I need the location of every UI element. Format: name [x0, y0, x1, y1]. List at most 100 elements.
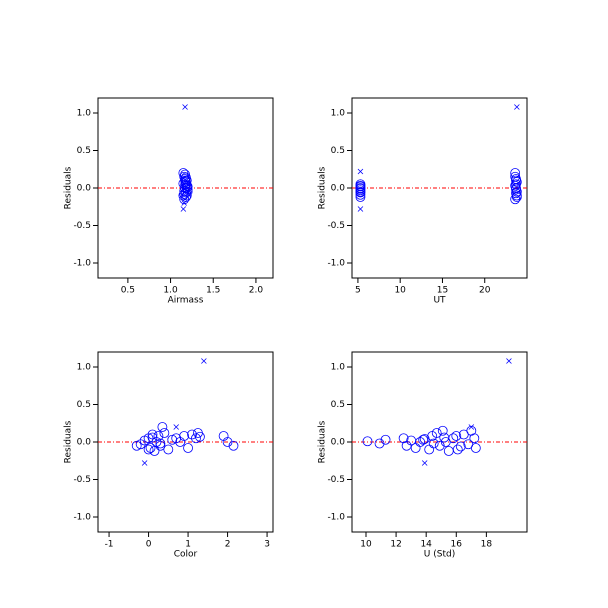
circle-marker: [431, 428, 442, 438]
circle-marker: [180, 183, 190, 193]
circle-marker: [419, 434, 430, 444]
circle-marker: [155, 438, 166, 449]
circle-marker: [183, 443, 193, 453]
circle-marker: [451, 431, 462, 441]
cross-marker: [421, 460, 428, 466]
circle-marker: [511, 184, 521, 195]
circle-marker: [181, 187, 191, 198]
x-tick-label: 1.0: [163, 286, 178, 296]
x-tick-label: 20: [479, 286, 491, 296]
subplot: 0.5 1.0 1.5 2.0 1.0 0.5 0.0 -0.5 -1.0 Airmass Resi…: [64, 97, 274, 306]
y-axis-label: Residuals: [318, 166, 328, 209]
x-tick-label: 14: [420, 540, 432, 550]
circle-marker: [469, 433, 480, 444]
x-tick-label: 10: [360, 540, 372, 550]
y-tick-label: 0.5: [77, 400, 91, 410]
circle-marker: [195, 431, 205, 442]
circle-marker: [443, 446, 454, 456]
x-axis-label: Airmass: [168, 296, 204, 306]
y-tick-label: -1.0: [327, 259, 345, 269]
circle-marker: [135, 439, 146, 450]
x-tick-label: 3: [264, 540, 270, 550]
y-tick-label: 0.0: [331, 184, 346, 194]
y-tick-label: -0.5: [327, 221, 345, 231]
circle-marker: [452, 444, 463, 455]
circle-marker: [511, 188, 521, 199]
x-tick-label: 10: [394, 286, 406, 296]
y-tick-label: 1.0: [331, 109, 346, 119]
y-tick-label: 0.0: [331, 438, 346, 448]
x-tick-label: 16: [451, 540, 463, 550]
y-tick-label: 1.0: [77, 109, 92, 119]
subplot: 5 10 15 20 1.0 0.5 0.0 -0.5 -1.0 UT Residuals: [318, 97, 528, 306]
circle-marker: [187, 429, 197, 440]
circle-marker: [362, 436, 373, 447]
cross-marker: [180, 206, 187, 212]
y-tick-label: -0.5: [73, 475, 91, 485]
circle-marker: [398, 433, 409, 444]
circle-marker: [155, 440, 166, 451]
circle-marker: [167, 434, 178, 445]
x-tick-label: 0: [146, 540, 152, 550]
circle-marker: [510, 180, 521, 191]
circle-marker: [466, 425, 477, 436]
circle-marker: [455, 441, 466, 452]
circle-marker: [410, 443, 421, 453]
cross-marker: [201, 358, 207, 364]
circle-marker: [511, 186, 522, 197]
circle-marker: [355, 183, 366, 194]
circle-marker: [181, 172, 191, 183]
circle-marker: [355, 186, 366, 197]
y-axis-label: Residuals: [64, 166, 74, 209]
y-tick-label: -0.5: [73, 221, 91, 231]
circle-marker: [380, 434, 391, 445]
x-tick-label: 2: [225, 540, 231, 550]
y-axis-label: Residuals: [64, 420, 74, 463]
x-tick-label: 18: [481, 540, 493, 550]
circle-marker: [149, 446, 160, 456]
x-axis-label: Color: [174, 550, 198, 560]
circle-marker: [191, 433, 201, 444]
circle-marker: [131, 440, 142, 451]
subplot: -1 0 1 2 3 1.0 0.5 0.0 -0.5 -1.0 Color Residuals: [64, 351, 274, 560]
circle-marker: [355, 192, 366, 202]
circle-marker: [222, 437, 233, 447]
circle-marker: [434, 440, 445, 451]
circle-marker: [179, 171, 190, 182]
circle-marker: [179, 194, 190, 205]
circle-marker: [147, 432, 158, 443]
circle-marker: [143, 433, 154, 444]
circle-marker: [163, 444, 174, 455]
circle-marker: [171, 433, 182, 444]
cross-marker: [357, 168, 364, 175]
cross-marker: [173, 424, 179, 430]
circle-marker: [511, 192, 522, 202]
y-tick-label: -0.5: [327, 475, 345, 485]
x-axis-label: UT: [433, 296, 446, 306]
y-tick-label: -1.0: [327, 513, 345, 523]
x-tick-label: 1: [185, 540, 191, 550]
x-tick-label: 0.5: [121, 286, 135, 296]
x-tick-label: 15: [437, 286, 448, 296]
circle-marker: [428, 438, 439, 449]
x-tick-label: 2.0: [249, 286, 264, 296]
x-axis-label: U (Std): [424, 550, 455, 560]
cross-marker: [514, 104, 520, 110]
cross-marker: [468, 424, 475, 430]
cross-marker: [141, 460, 148, 466]
y-tick-label: 1.0: [77, 363, 92, 373]
y-tick-label: 0.0: [77, 184, 92, 194]
x-tick-label: -1: [105, 540, 114, 550]
x-tick-label: 5: [355, 286, 361, 296]
circle-marker: [437, 425, 448, 436]
circle-marker: [159, 428, 170, 438]
circle-marker: [143, 444, 154, 455]
circle-marker: [228, 440, 239, 451]
y-tick-label: 0.5: [331, 400, 345, 410]
circle-marker: [374, 438, 385, 449]
y-tick-label: 0.5: [331, 146, 345, 156]
circle-marker: [180, 180, 190, 190]
y-tick-label: -1.0: [73, 513, 91, 523]
circle-marker: [401, 440, 412, 451]
